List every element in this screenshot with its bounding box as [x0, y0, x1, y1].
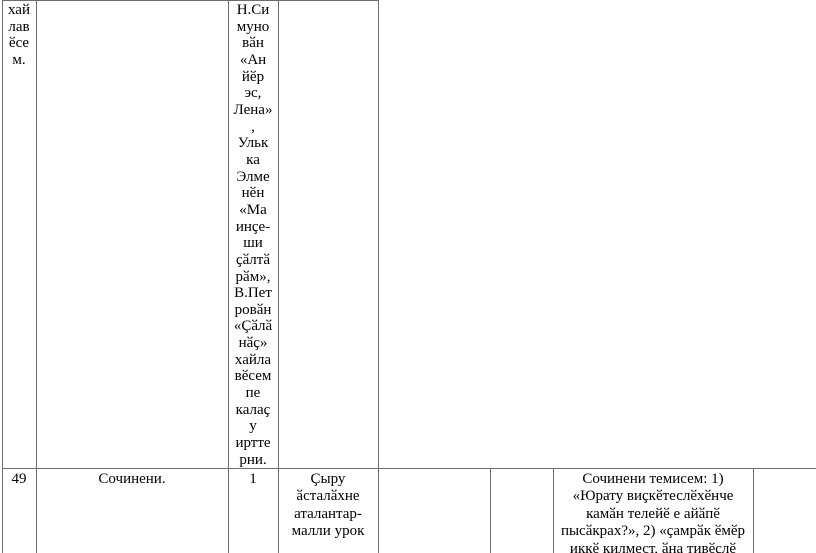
table-border-col-lesson-type [378, 0, 379, 553]
cell-discussion-text: Н.Си муно вӑн «Ан йӗр эс, Лена» , Ульк к… [233, 2, 273, 468]
table-border-col-topic [228, 0, 229, 553]
cell-works-label: хай лав ӗсе м. [8, 2, 30, 68]
table-border-row49-col-a [490, 468, 491, 553]
table-border-top [2, 0, 379, 1]
cell-hours: 1 [249, 471, 257, 487]
table-border-col-hours [278, 0, 279, 553]
cell-lesson-number: 49 [11, 471, 27, 487]
table-border-row49-col-c [753, 468, 754, 553]
table-border-col-number [36, 0, 37, 553]
table-border-row49-col-b [553, 468, 554, 553]
table-border-left-edge [2, 0, 3, 553]
cell-lesson-type: Ҫыру ӑсталӑхне аталантар- малли урок [291, 471, 365, 540]
table-border-row-divider [2, 468, 816, 469]
cell-lesson-content: Сочинени темисем: 1) «Юрату виҫкӗтеслӗхӗ… [560, 471, 746, 553]
cell-lesson-topic: Сочинени. [98, 471, 166, 487]
